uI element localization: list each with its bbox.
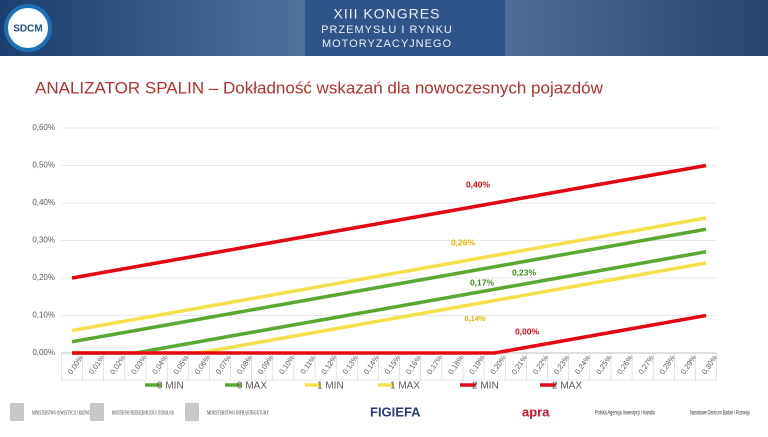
series-line xyxy=(71,227,707,344)
series-line xyxy=(71,216,707,333)
legend-label: 0 MIN xyxy=(157,381,184,392)
annotation: 0,00% xyxy=(515,326,540,336)
series-line xyxy=(72,250,707,355)
footer-logo: MINISTERSTWO INWESTYCJI I ROZWOJU xyxy=(32,409,94,416)
header-panel xyxy=(305,0,505,56)
annotation: 0,14% xyxy=(464,314,486,323)
legend-label: 0 MAX xyxy=(237,381,267,392)
logo: SDCM xyxy=(13,24,42,35)
annotation: 0,23% xyxy=(512,267,537,277)
footer-logo: MINISTERSTWO INFRASTRUKTURY xyxy=(207,409,269,416)
footer-emblem xyxy=(185,403,199,421)
y-tick-label: 0,40% xyxy=(32,198,55,207)
annotation: 0,40% xyxy=(466,179,491,189)
footer-logo: FIGIEFA xyxy=(370,404,421,419)
footer-emblem xyxy=(10,403,24,421)
legend-label: 1 MAX xyxy=(390,381,420,392)
legend-label: 2 MIN xyxy=(472,381,499,392)
chart-title: ANALIZATOR SPALIN – Dokładność wskazań d… xyxy=(35,78,604,97)
header-title: MOTORYZACYJNEGO xyxy=(322,38,452,50)
footer-logo: MINISTERSTWO PRZEDSIĘBIORCZOŚCI I TECHNO… xyxy=(112,408,174,416)
legend-label: 1 MIN xyxy=(317,381,344,392)
logo-circle xyxy=(4,4,52,52)
footer-logo: apra xyxy=(522,404,550,419)
series-line xyxy=(72,313,707,355)
footer-logo: Polska Agencja Inwestycji i Handlu xyxy=(595,410,655,417)
annotation: 0,17% xyxy=(470,277,495,287)
y-tick-label: 0,50% xyxy=(32,161,55,170)
y-tick-label: 0,00% xyxy=(32,348,55,357)
header-title: PRZEMYSŁU I RYNKU xyxy=(321,24,453,36)
y-tick-label: 0,30% xyxy=(32,236,55,245)
y-tick-label: 0,60% xyxy=(32,123,55,132)
annotation: 0,26% xyxy=(451,237,476,247)
series-line xyxy=(71,163,707,280)
footer: MINISTERSTWO INWESTYCJI I ROZWOJU MINISTE… xyxy=(10,403,750,421)
legend-label: 2 MAX xyxy=(552,381,582,392)
footer-logo: Narodowe Centrum Badań i Rozwoju xyxy=(690,410,750,417)
y-tick-label: 0,20% xyxy=(32,273,55,282)
header-title: XIII KONGRES xyxy=(334,6,441,22)
footer-emblem xyxy=(90,403,104,421)
y-tick-label: 0,10% xyxy=(32,311,55,320)
